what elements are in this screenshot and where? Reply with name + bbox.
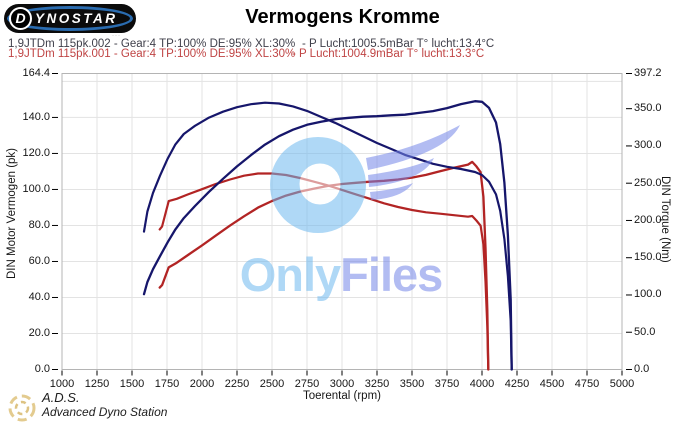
run-2-ambient-conditions: - P Lucht:1004.9mBar T° lucht:13.3°C <box>292 48 485 60</box>
ads-logo-icon <box>8 394 36 422</box>
run-2-label: 1,9JTDm 115pk.001 - Gear:4 TP:100% DE:95… <box>8 48 296 60</box>
curve-1-9jtdm-115pk-001-koppel <box>158 172 490 371</box>
ads-full-name: Advanced Dyno Station <box>42 404 168 419</box>
dynostar-logo-text: YNOSTAR <box>35 11 118 26</box>
dynostar-logo-ring <box>7 6 133 31</box>
ads-station-text: A.D.S. Advanced Dyno Station <box>42 390 168 420</box>
curve-1-9jtdm-115pk-002-koppel <box>142 101 513 371</box>
ads-abbreviation: A.D.S. <box>42 390 80 405</box>
run-1-label: 1,9JTDm 115pk.002 - Gear:4 TP:100% DE:95… <box>8 38 296 50</box>
curve-1-9jtdm-115pk-002-vermogen <box>142 100 513 371</box>
page-title: Vermogens Kromme <box>245 6 440 28</box>
dynostar-logo-subtext: ··· <box>112 33 121 39</box>
y-axis-label-left: DIN Motor Vermogen (pk) <box>6 148 18 280</box>
run-1-ambient-conditions: - P Lucht:1005.5mBar T° lucht:13.4°C <box>302 38 495 50</box>
dynostar-logo-d-icon: D <box>9 7 32 30</box>
x-axis-label: Toerental (rpm) <box>303 390 381 402</box>
dynostar-logo: D YNOSTAR <box>4 4 136 33</box>
plot-border <box>61 73 623 370</box>
y-axis-label-right: DIN Torque (Nm) <box>659 176 671 263</box>
